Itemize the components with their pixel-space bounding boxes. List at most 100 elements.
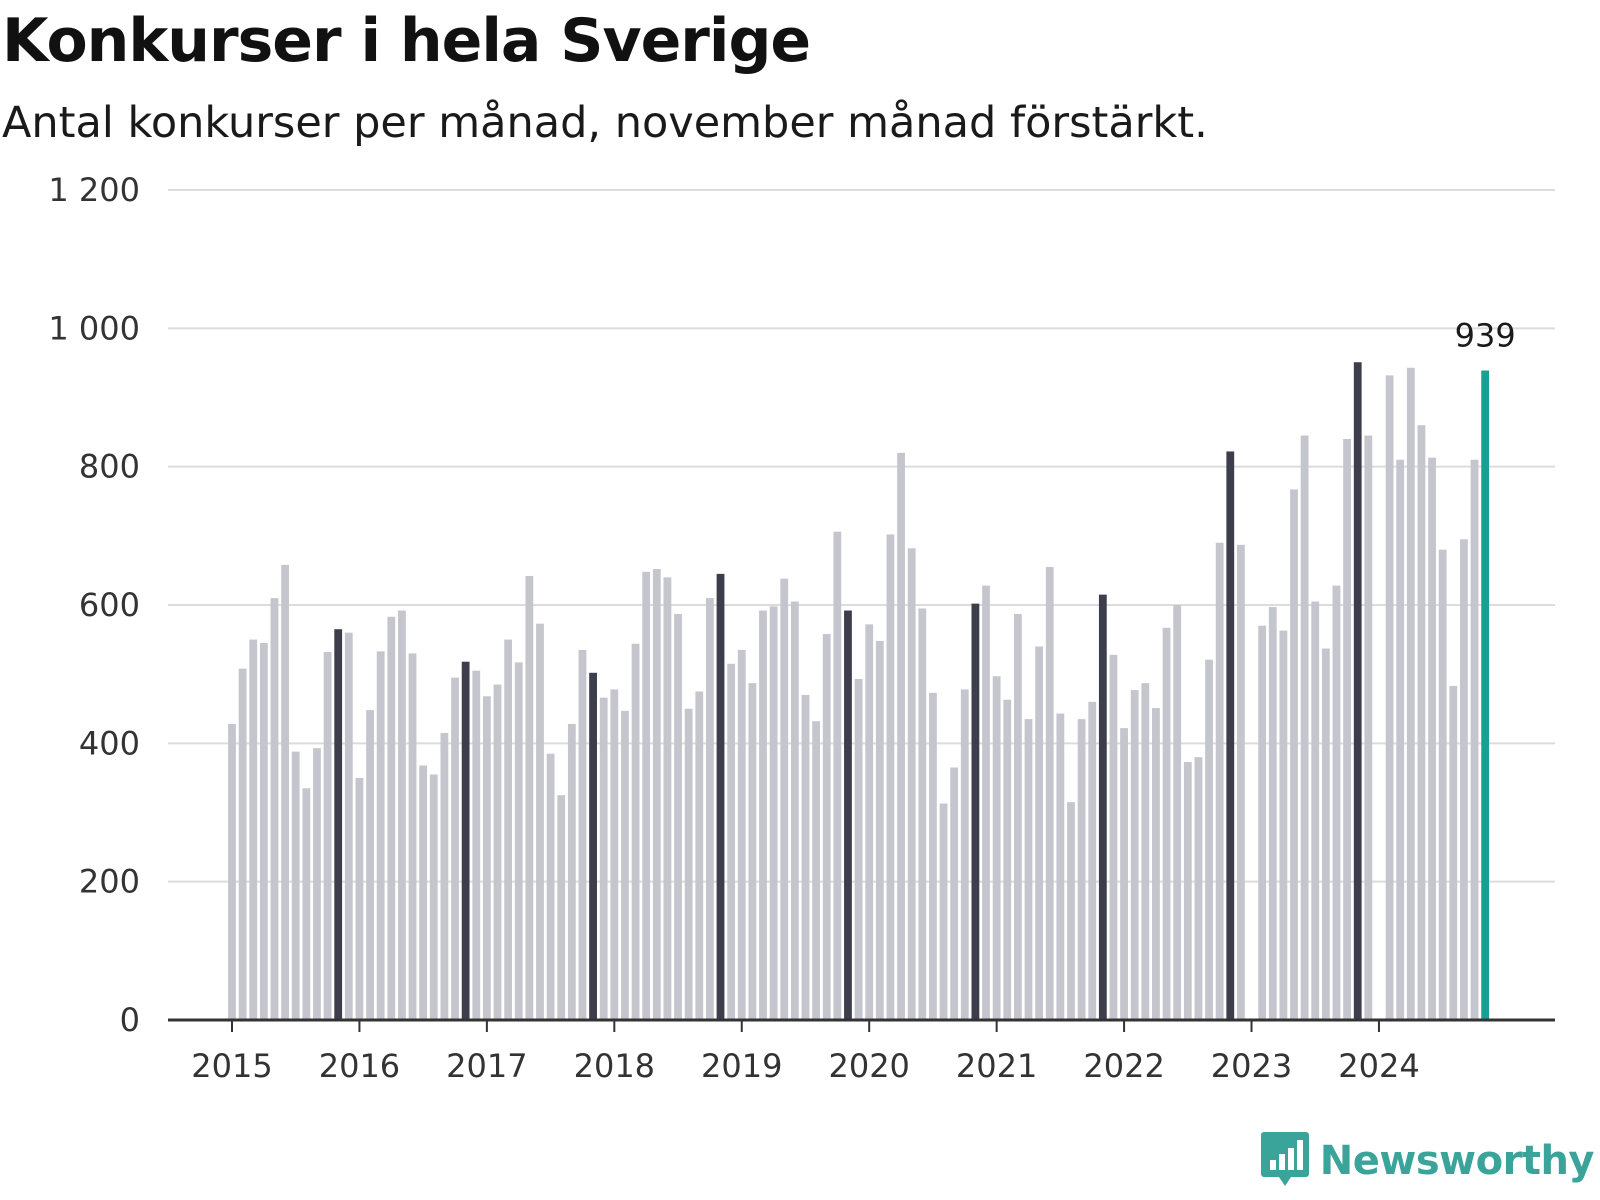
latest-bar <box>1481 370 1490 1020</box>
bar <box>1279 630 1288 1020</box>
bar <box>366 710 374 1020</box>
axes <box>168 1018 1555 1032</box>
logo-text: Newsworthy <box>1319 1138 1595 1184</box>
bar <box>780 578 789 1020</box>
bar <box>812 721 820 1020</box>
bar <box>610 689 619 1020</box>
bar <box>1035 646 1044 1020</box>
bar <box>525 575 534 1020</box>
bar <box>1364 435 1373 1021</box>
y-tick-label: 1 000 <box>48 309 140 347</box>
bar <box>1130 690 1139 1020</box>
bar <box>801 694 810 1020</box>
bar <box>1417 425 1426 1021</box>
bar <box>695 691 704 1020</box>
bar <box>1300 435 1309 1021</box>
bar <box>1290 489 1298 1020</box>
bar <box>1396 459 1405 1020</box>
y-tick-label: 1 200 <box>48 171 140 209</box>
bar <box>398 610 406 1020</box>
y-tick-label: 200 <box>79 863 140 901</box>
bar <box>1205 659 1213 1020</box>
bar <box>387 616 396 1020</box>
bar <box>1460 539 1468 1020</box>
x-tick-label: 2015 <box>191 1047 272 1085</box>
bar <box>992 676 1001 1020</box>
bar <box>376 651 385 1020</box>
bar <box>472 670 481 1020</box>
y-tick-label: 800 <box>79 448 140 486</box>
y-tick-label: 400 <box>79 724 140 762</box>
bar <box>599 697 608 1020</box>
bar <box>759 610 767 1020</box>
bar <box>621 710 629 1020</box>
x-tick-label: 2024 <box>1338 1047 1419 1085</box>
chart-subtitle: Antal konkurser per månad, november måna… <box>2 98 1208 148</box>
november-bar <box>1353 362 1362 1021</box>
bar <box>1237 544 1245 1020</box>
bar <box>982 585 990 1020</box>
bar-chart-speech-bubble-icon <box>1260 1130 1310 1192</box>
bar <box>1215 542 1224 1020</box>
bar <box>833 531 842 1020</box>
november-bar <box>589 672 597 1020</box>
bar <box>546 753 555 1020</box>
x-tick-label: 2016 <box>319 1047 400 1085</box>
bar <box>567 723 576 1020</box>
bar <box>1088 701 1097 1020</box>
bar <box>291 751 300 1020</box>
bar <box>674 613 682 1020</box>
bar <box>929 692 937 1020</box>
bar <box>1268 607 1277 1020</box>
bar <box>281 564 289 1020</box>
x-tick-label: 2023 <box>1211 1047 1292 1085</box>
bar <box>228 723 236 1020</box>
bar <box>270 598 279 1020</box>
y-tick-label: 600 <box>79 586 140 624</box>
bar <box>1045 566 1054 1020</box>
bar <box>875 640 884 1020</box>
november-bar <box>971 603 980 1020</box>
bar <box>355 777 364 1020</box>
bar <box>440 732 449 1020</box>
bar <box>1332 585 1341 1020</box>
bar <box>631 643 640 1020</box>
bar <box>259 643 268 1020</box>
bar <box>727 663 736 1020</box>
bar <box>419 765 428 1020</box>
november-bar <box>461 661 470 1020</box>
bar <box>1183 762 1192 1020</box>
bar <box>1152 708 1160 1020</box>
bar <box>1109 654 1118 1020</box>
november-bar <box>844 610 852 1020</box>
latest-value-label: 939 <box>1455 317 1516 355</box>
bar <box>769 606 778 1020</box>
bar <box>1077 719 1086 1020</box>
bar <box>684 708 693 1020</box>
bar <box>1173 605 1182 1020</box>
bar <box>939 803 948 1020</box>
bar <box>1438 549 1447 1020</box>
bar <box>1406 367 1415 1021</box>
bar <box>1141 683 1150 1020</box>
bar <box>1385 375 1394 1020</box>
bar <box>451 677 459 1020</box>
november-bar <box>716 573 725 1020</box>
x-tick-label: 2017 <box>446 1047 527 1085</box>
november-bar <box>1226 451 1235 1020</box>
bar <box>886 534 895 1020</box>
bar <box>854 679 863 1020</box>
newsworthy-logo: Newsworthy <box>1260 1130 1595 1192</box>
bar <box>313 748 321 1020</box>
bar <box>950 767 959 1020</box>
bar <box>1321 648 1330 1020</box>
x-tick-label: 2022 <box>1083 1047 1164 1085</box>
bar <box>790 601 799 1020</box>
bar <box>1258 625 1267 1020</box>
bar <box>1470 459 1479 1020</box>
bar <box>918 608 927 1020</box>
bar <box>249 639 258 1020</box>
tick-labels: 0 200 400 600 800 1 000 1 200 939 2015 2016 2017 20… <box>48 171 1515 1085</box>
bars <box>228 362 1490 1021</box>
bar <box>1067 802 1075 1020</box>
